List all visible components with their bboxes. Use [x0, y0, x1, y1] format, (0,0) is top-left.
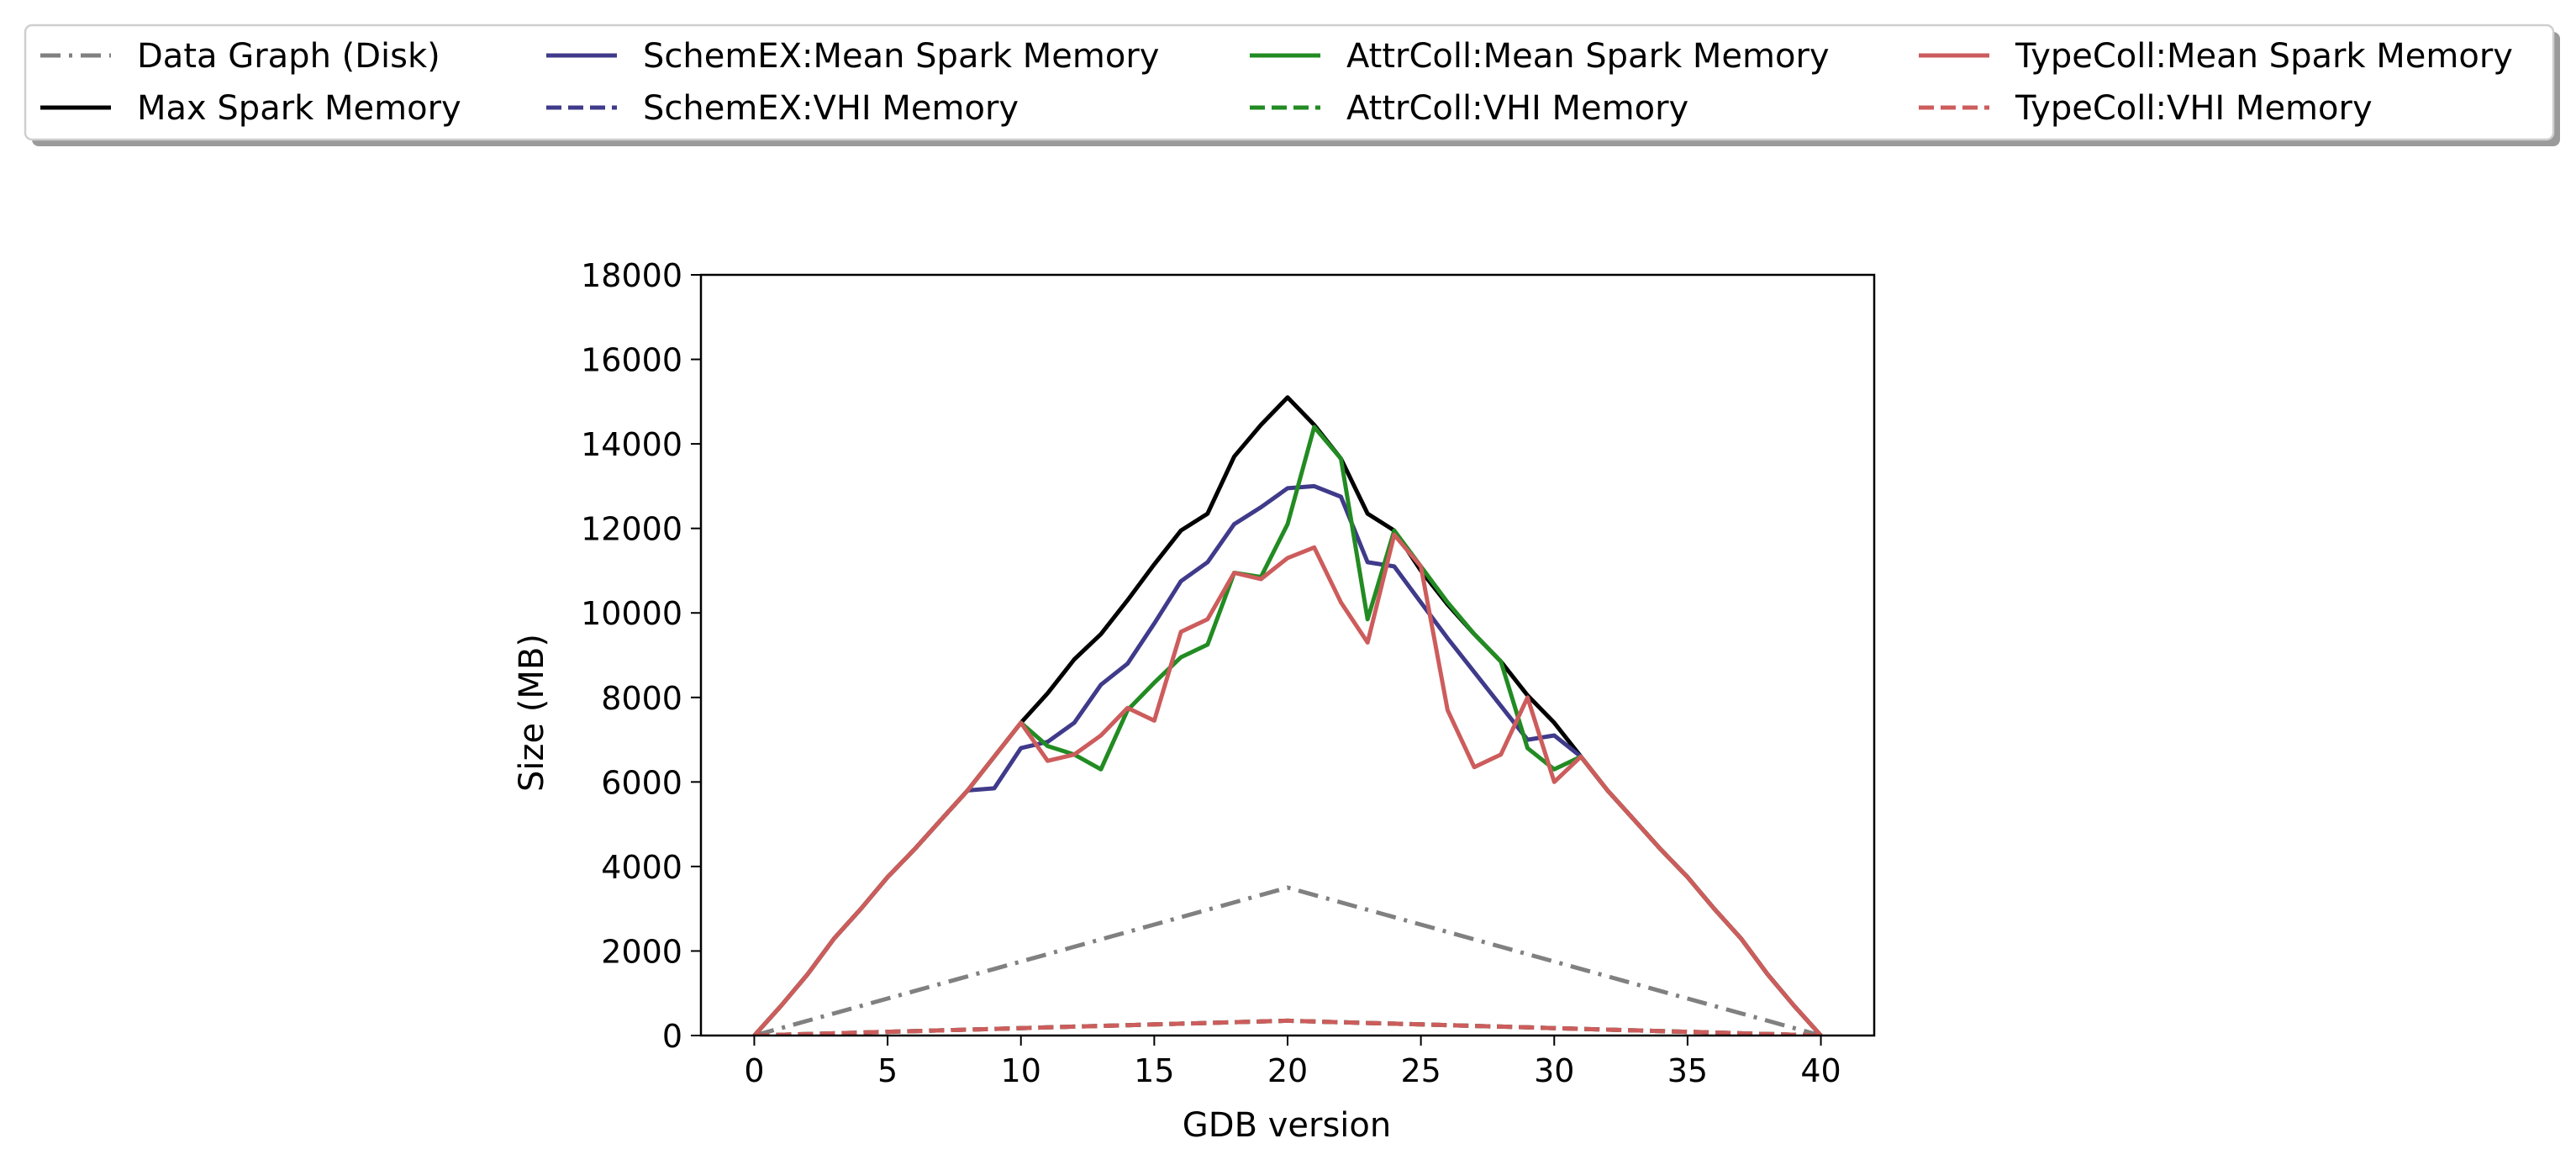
series-line-schemex-vhi-memory [754, 1018, 1821, 1036]
y-axis-label: Size (MB) [513, 634, 551, 792]
legend-entry-attrcoll-vhi-memory: AttrColl:VHI Memory [1250, 89, 1688, 128]
y-tick-label: 2000 [601, 933, 682, 970]
legend-entry-attrcoll-mean-spark-memory: AttrColl:Mean Spark Memory [1250, 37, 1830, 76]
legend-entry-schemex-mean-spark-memory: SchemEX:Mean Spark Memory [546, 37, 1159, 76]
legend-entry-max-spark-memory: Max Spark Memory [40, 89, 461, 128]
series-line-typecoll-vhi-memory [754, 1018, 1821, 1036]
y-tick-label: 4000 [601, 849, 682, 886]
x-tick-label: 30 [1534, 1052, 1574, 1089]
series-line-attrcoll-mean-spark-memory [752, 424, 1823, 1036]
y-tick-label: 10000 [581, 595, 682, 632]
series-line-typecoll-mean-spark-memory [752, 532, 1823, 1036]
y-tick-label: 18000 [581, 257, 682, 294]
x-axis-label: GDB version [1183, 1106, 1391, 1145]
legend-label: SchemEX:VHI Memory [643, 89, 1019, 128]
x-tick-label: 35 [1667, 1052, 1708, 1089]
x-tick-label: 25 [1400, 1052, 1441, 1089]
plot-frame [699, 273, 1876, 1037]
legend-entry-typecoll-vhi-memory: TypeColl:VHI Memory [1919, 89, 2373, 128]
legend-label: Max Spark Memory [137, 89, 461, 128]
y-tick-label: 0 [662, 1018, 682, 1055]
legend-label: AttrColl:VHI Memory [1346, 89, 1688, 128]
legend-label: TypeColl:Mean Spark Memory [2015, 37, 2513, 76]
x-tick-label: 15 [1134, 1052, 1174, 1089]
x-tick-label: 40 [1800, 1052, 1841, 1089]
y-tick-label: 6000 [601, 764, 682, 801]
legend-label: Data Graph (Disk) [137, 37, 440, 76]
y-tick-label: 16000 [581, 342, 682, 379]
axes: 0 5 10 15 20 25 30 35 40 0 2000 4000 6000 8000 10000 12… [581, 257, 1876, 1089]
series-line-schemex-mean-spark-memory [752, 483, 1823, 1036]
legend-label: SchemEX:Mean Spark Memory [643, 37, 1159, 76]
x-tick-label: 10 [1001, 1052, 1041, 1089]
plot-area [752, 395, 1823, 1036]
legend-label: TypeColl:VHI Memory [2015, 89, 2373, 128]
legend: Data Graph (Disk) Max Spark Memory SchemEX… [24, 24, 2560, 146]
legend-entry-data-graph-disk: Data Graph (Disk) [40, 37, 440, 76]
y-tick-label: 8000 [601, 680, 682, 717]
series-line-max-spark-memory [752, 395, 1823, 1036]
x-tick-label: 20 [1267, 1052, 1308, 1089]
y-tick-label: 12000 [581, 511, 682, 548]
legend-entry-schemex-vhi-memory: SchemEX:VHI Memory [546, 89, 1019, 128]
legend-entry-typecoll-mean-spark-memory: TypeColl:Mean Spark Memory [1919, 37, 2513, 76]
x-tick-label: 5 [877, 1052, 898, 1089]
y-tick-label: 14000 [581, 426, 682, 463]
legend-label: AttrColl:Mean Spark Memory [1346, 37, 1830, 76]
series-line-attrcoll-vhi-memory [754, 1018, 1821, 1036]
series-line-data-graph-disk [753, 885, 1822, 1036]
x-tick-label: 0 [744, 1052, 764, 1089]
